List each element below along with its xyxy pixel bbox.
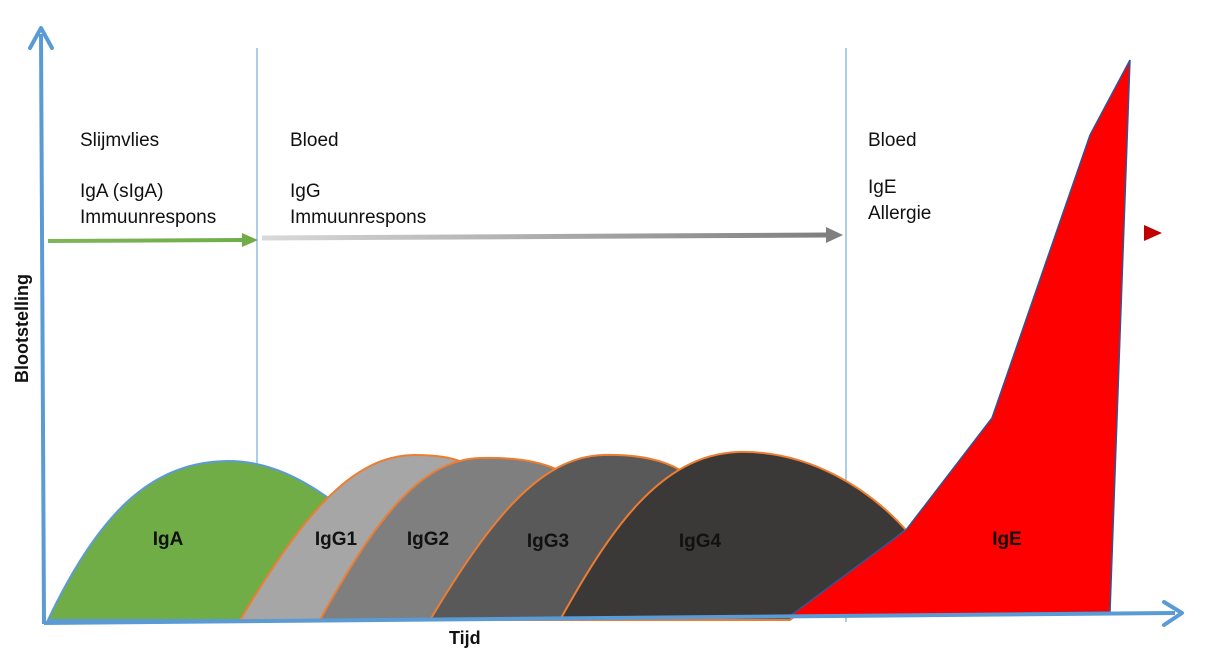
arrowhead-iga [242, 233, 258, 247]
phase-location-mucosa: Slijmvlies [80, 130, 160, 151]
phase-effect-ige: Allergie [868, 203, 932, 224]
curve-label-iga: IgA [152, 529, 184, 550]
phase-effect-iga: Immuunrespons [80, 207, 217, 228]
curve-igg4 [558, 450, 908, 621]
x-axis [43, 611, 1176, 625]
curve-igg2 [318, 456, 558, 621]
phase-effect-igg: Immuunrespons [290, 207, 427, 228]
curve-label-igg2: IgG2 [406, 529, 450, 550]
phase-arrow-iga [47, 238, 244, 243]
phase-antibody-iga: IgA (sIgA) [80, 181, 164, 202]
phase-antibody-ige: IgE [868, 177, 897, 198]
phase-antibody-igg: IgG [290, 181, 321, 202]
curve-label-igg3: IgG3 [526, 531, 570, 552]
x-axis-label: Tijd [449, 628, 481, 648]
phase-location-blood-igg: Bloed [290, 130, 339, 151]
curve-label-ige: IgE [992, 529, 1022, 550]
y-axis-label: Blootstelling [12, 274, 32, 383]
curve-label-igg4: IgG4 [678, 531, 722, 552]
curve-igg3 [428, 453, 682, 621]
y-axis [39, 33, 46, 625]
curve-label-igg1: IgG1 [314, 529, 358, 550]
x-axis-arrowhead [1162, 600, 1184, 627]
phase-arrow-igg [261, 232, 829, 241]
arrowhead-ige [1144, 225, 1162, 241]
arrowhead-igg [826, 227, 843, 243]
phase-location-blood-ige: Bloed [868, 130, 917, 151]
y-axis-arrowhead [28, 26, 54, 50]
